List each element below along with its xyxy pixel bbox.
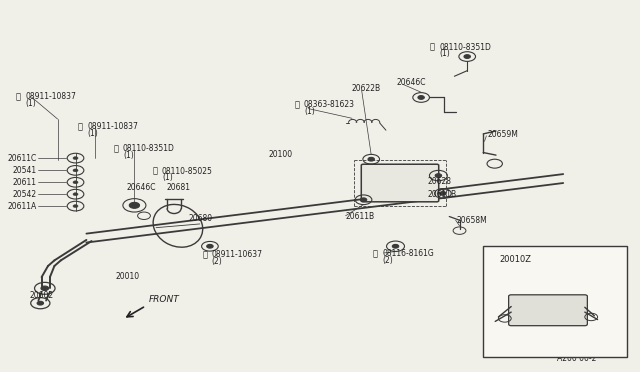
Text: 20602: 20602 [29, 291, 54, 300]
Circle shape [73, 157, 78, 160]
Text: (2): (2) [212, 257, 223, 266]
Text: 20658M: 20658M [457, 216, 488, 225]
FancyBboxPatch shape [361, 164, 439, 202]
Text: 08116-8161G: 08116-8161G [382, 249, 434, 258]
Text: (1): (1) [440, 49, 451, 58]
Text: 20611: 20611 [13, 178, 36, 187]
Text: Ⓢ: Ⓢ [294, 100, 300, 109]
Text: FRONT: FRONT [148, 295, 179, 304]
Text: 20646C: 20646C [126, 183, 156, 192]
Circle shape [360, 198, 367, 202]
Text: Ⓝ: Ⓝ [202, 250, 207, 259]
Text: 20659M: 20659M [488, 130, 518, 139]
Text: 08363-81623: 08363-81623 [304, 100, 355, 109]
Circle shape [73, 205, 78, 208]
Text: 20611A: 20611A [7, 202, 36, 211]
Text: (2): (2) [382, 256, 393, 265]
Text: (1): (1) [88, 129, 99, 138]
Text: 20010: 20010 [115, 272, 140, 280]
Circle shape [418, 96, 424, 99]
Text: (1): (1) [304, 107, 315, 116]
Text: (1): (1) [162, 173, 173, 182]
Text: 20646C: 20646C [397, 78, 426, 87]
Text: Ⓝ: Ⓝ [16, 92, 21, 101]
Text: 08911-10637: 08911-10637 [212, 250, 263, 259]
Circle shape [207, 244, 213, 248]
Text: 20010Z: 20010Z [499, 255, 531, 264]
Text: Ⓝ: Ⓝ [78, 122, 83, 131]
Text: 20628: 20628 [428, 177, 452, 186]
Text: 20611B: 20611B [428, 190, 457, 199]
Circle shape [73, 169, 78, 172]
Text: 20611B: 20611B [346, 212, 375, 221]
Text: 20541: 20541 [12, 166, 36, 175]
Circle shape [37, 301, 44, 305]
Bar [483, 246, 627, 357]
Circle shape [41, 286, 49, 291]
Text: Ⓑ: Ⓑ [113, 144, 118, 153]
Text: 08911-10837: 08911-10837 [26, 92, 76, 101]
Text: 20611C: 20611C [7, 154, 36, 163]
Text: (1): (1) [26, 99, 36, 108]
Text: 20680: 20680 [189, 214, 213, 223]
Circle shape [435, 174, 442, 177]
Text: 20100: 20100 [269, 150, 293, 159]
Circle shape [73, 181, 78, 184]
Text: 20542: 20542 [12, 190, 36, 199]
Text: Ⓑ: Ⓑ [152, 167, 157, 176]
Text: 20681: 20681 [166, 183, 191, 192]
Text: A200 00-2: A200 00-2 [557, 354, 596, 363]
Text: 08110-85025: 08110-85025 [162, 167, 212, 176]
Circle shape [392, 244, 399, 248]
Circle shape [368, 157, 374, 161]
Text: 08911-10837: 08911-10837 [88, 122, 138, 131]
Text: Ⓑ: Ⓑ [430, 43, 435, 52]
Text: 20622B: 20622B [352, 84, 381, 93]
Circle shape [440, 192, 446, 195]
Circle shape [464, 55, 470, 58]
Circle shape [129, 202, 140, 208]
FancyBboxPatch shape [509, 295, 588, 326]
Text: (1): (1) [123, 151, 134, 160]
Text: 08110-8351D: 08110-8351D [123, 144, 175, 153]
Text: Ⓑ: Ⓑ [372, 249, 378, 258]
Circle shape [73, 193, 78, 196]
Text: 08110-8351D: 08110-8351D [440, 43, 492, 52]
